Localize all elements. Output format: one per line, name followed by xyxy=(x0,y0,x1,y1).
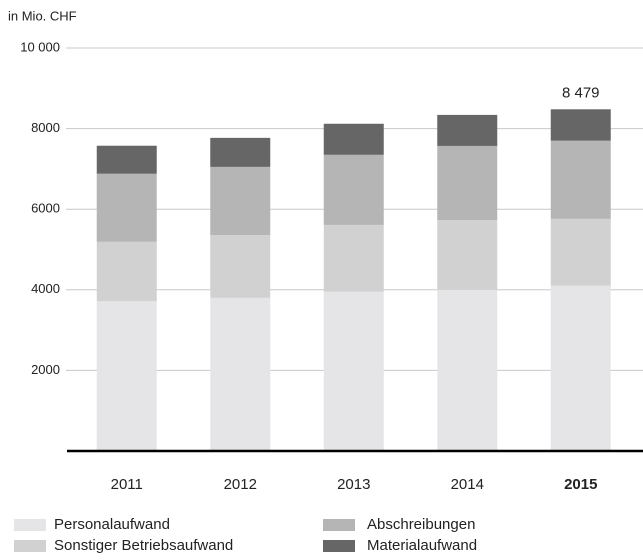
bar-segment xyxy=(323,123,384,155)
x-tick-label: 2015 xyxy=(564,476,597,493)
bar-segment xyxy=(96,301,157,451)
bar-segment xyxy=(550,285,611,451)
y-tick-label: 2000 xyxy=(31,362,60,377)
y-tick-label: 4000 xyxy=(31,281,60,296)
bar-segment xyxy=(210,234,271,298)
x-tick-label: 2013 xyxy=(337,476,370,493)
bar-segment xyxy=(437,114,498,146)
bar-segment xyxy=(96,173,157,242)
bar-segment xyxy=(323,224,384,292)
y-tick-label: 10 000 xyxy=(20,39,60,54)
total-label: 8 479 xyxy=(562,84,600,101)
bar-segment xyxy=(323,154,384,225)
legend-label: Personalaufwand xyxy=(54,516,170,533)
legend-swatch xyxy=(14,519,46,531)
legend-swatch xyxy=(14,540,46,552)
bar-segment xyxy=(550,140,611,219)
bar-segment xyxy=(437,220,498,290)
legend-label: Abschreibungen xyxy=(367,516,475,533)
x-tick-label: 2014 xyxy=(451,476,484,493)
bar-segment xyxy=(550,218,611,286)
legend-swatch xyxy=(323,540,355,552)
x-tick-label: 2011 xyxy=(111,476,143,493)
bar-segment xyxy=(210,297,271,451)
bar-segment xyxy=(96,145,157,174)
bar-segment xyxy=(210,166,271,235)
y-tick-label: 8000 xyxy=(31,120,60,135)
legend-label: Sonstiger Betriebsaufwand xyxy=(54,537,233,554)
legend-swatch xyxy=(323,519,355,531)
bar-segment xyxy=(550,109,611,141)
x-tick-label: 2012 xyxy=(224,476,257,493)
bar-segment xyxy=(210,137,271,167)
bar-segment xyxy=(323,291,384,451)
legend-label: Materialaufwand xyxy=(367,537,477,554)
y-axis-label: in Mio. CHF xyxy=(8,8,77,23)
bar-segment xyxy=(437,145,498,221)
bar-segment xyxy=(437,289,498,451)
y-tick-label: 6000 xyxy=(31,201,60,216)
bar-segment xyxy=(96,241,157,302)
